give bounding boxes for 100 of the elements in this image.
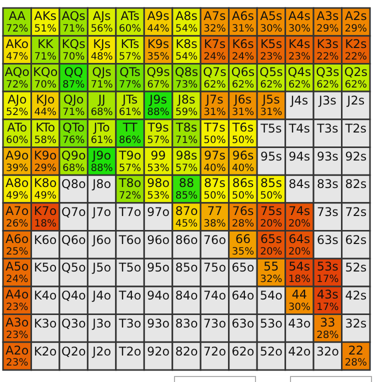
annotation: Q5s [260, 64, 283, 79]
data-label: 88% [90, 162, 113, 174]
annotation: J5s [261, 92, 280, 107]
annotation: J8s [176, 92, 196, 107]
data-label: 57% [118, 162, 142, 174]
annotation: JJ [97, 92, 106, 107]
annotation: 87s [204, 176, 226, 190]
annotation: 86o [175, 232, 198, 247]
annotation: 93s [316, 149, 338, 164]
data-label: 30% [260, 24, 282, 35]
annotation: Q2s [344, 64, 368, 79]
data-label: 71% [34, 51, 56, 62]
annotation: 72s [345, 205, 367, 220]
annotation: T4o [118, 288, 142, 303]
annotation: KK [37, 36, 54, 51]
data-label: 68% [62, 162, 85, 174]
annotation: A9o [6, 148, 29, 162]
data-label: 23% [288, 51, 311, 62]
data-label: 49% [34, 190, 56, 202]
annotation: 83o [175, 316, 198, 330]
annotation: JTo [92, 120, 110, 135]
annotation: T3s [316, 122, 338, 136]
annotation: KQo [33, 64, 58, 79]
annotation: KTo [36, 120, 56, 135]
data-label: 51% [34, 24, 56, 35]
annotation: T8o [118, 176, 142, 190]
annotation: 76s [232, 204, 254, 218]
annotation: Q9o [61, 148, 86, 162]
annotation: 43s [316, 288, 338, 302]
data-label: 23% [6, 302, 28, 314]
annotation: Q6o [61, 232, 86, 247]
annotation: 64s [288, 232, 310, 246]
annotation: 65s [260, 232, 282, 246]
data-label: 31% [232, 24, 254, 35]
annotation: A2s [344, 9, 367, 24]
annotation: 88 [178, 176, 194, 190]
data-label: 28% [344, 358, 367, 369]
data-label: 25% [6, 246, 28, 258]
annotation: J5o [92, 260, 112, 275]
annotation: 95s [260, 149, 282, 164]
annotation: T6o [118, 232, 142, 247]
annotation: 85s [260, 176, 282, 190]
data-label: 77% [118, 79, 142, 90]
annotation: 62o [232, 344, 254, 358]
annotation: K5s [260, 36, 282, 51]
annotation: KJs [92, 36, 111, 51]
annotation: K2s [345, 36, 367, 51]
data-label: 44% [34, 107, 56, 118]
annotation: 74o [203, 288, 226, 303]
data-label: 26% [6, 218, 28, 230]
annotation: K6s [232, 36, 254, 51]
data-label: 70% [34, 79, 56, 90]
annotation: T2s [344, 122, 366, 136]
annotation: K8o [34, 176, 57, 190]
data-label: 31% [260, 107, 282, 118]
data-label: 86% [118, 134, 142, 146]
annotation: T3o [118, 316, 142, 330]
data-label: 23% [260, 51, 282, 62]
annotation: 42s [345, 288, 367, 303]
data-label: 85% [175, 190, 198, 202]
data-label: 28% [316, 330, 339, 341]
annotation: 84o [175, 288, 198, 303]
data-label: 62% [316, 79, 339, 90]
annotation: 54s [288, 260, 310, 274]
annotation: AJo [8, 92, 27, 107]
data-label: 54% [175, 51, 198, 62]
annotation: J8o [92, 177, 112, 192]
annotation: 52s [345, 260, 367, 275]
annotation: QQ [64, 64, 84, 79]
annotation: T9o [118, 148, 142, 162]
annotation: Q4o [61, 288, 86, 303]
annotation: KQs [62, 36, 86, 51]
annotation: 53o [260, 316, 283, 330]
annotation: 93o [146, 316, 170, 330]
annotation: KTs [120, 36, 140, 51]
annotation: 63o [232, 316, 254, 330]
annotation: A8o [6, 176, 29, 190]
annotation: 92s [345, 149, 367, 164]
data-label: 31% [232, 107, 254, 118]
data-label: 38% [204, 218, 226, 230]
annotation: ATs [120, 9, 140, 24]
annotation: Q7o [61, 205, 86, 220]
data-label: 71% [90, 79, 113, 90]
annotation: 63s [316, 232, 338, 247]
annotation: K7o [34, 204, 57, 218]
annotation: TT [122, 120, 138, 135]
annotation: AKo [6, 36, 29, 51]
annotation: K8s [176, 36, 198, 51]
data-label: 62% [344, 79, 367, 90]
annotation: A5o [6, 260, 29, 274]
annotation: T5s [260, 122, 282, 136]
annotation: J7s [205, 92, 224, 107]
annotation: 53s [316, 260, 338, 274]
annotation: A2o [6, 343, 29, 358]
data-label: 18% [34, 218, 56, 230]
data-label: 45% [175, 218, 198, 230]
data-label: 71% [175, 134, 198, 146]
data-label: 18% [288, 274, 311, 286]
annotation: AQo [4, 64, 30, 79]
data-label: 29% [34, 162, 56, 174]
